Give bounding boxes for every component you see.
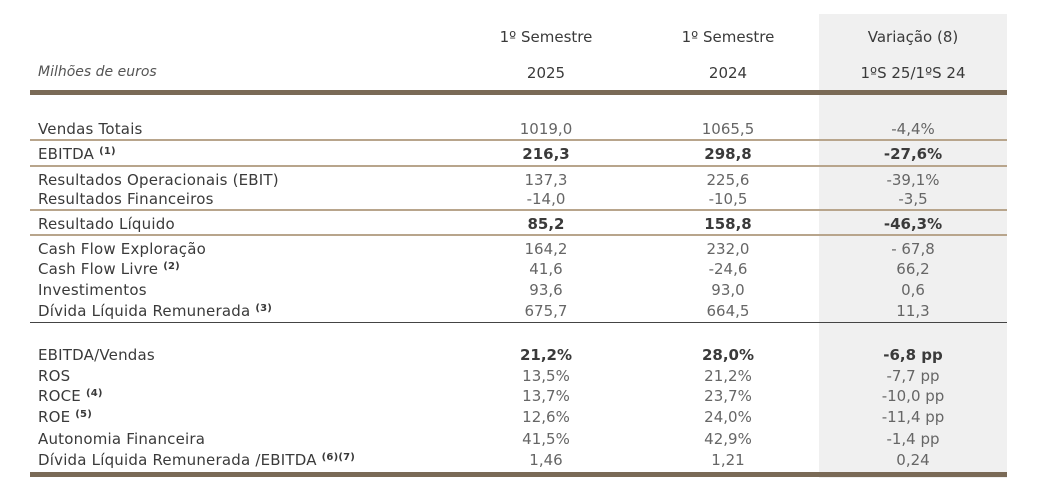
- section-divider: [30, 322, 1007, 323]
- value-2024: -10,5: [708, 190, 748, 208]
- value-2025: 1,46: [529, 451, 563, 469]
- row-label: EBITDA/Vendas: [38, 346, 155, 364]
- value-2024: 664,5: [706, 302, 750, 320]
- table-bottom-border: [30, 472, 1007, 477]
- value-variation: -6,8 pp: [883, 346, 943, 364]
- value-variation: 0,6: [901, 281, 925, 299]
- table-row: Vendas Totais 1019,0 1065,5 -4,4%: [0, 119, 1043, 139]
- header-col1-year: 2025: [526, 64, 566, 82]
- value-2024: 21,2%: [704, 367, 752, 385]
- table-row: Investimentos 93,6 93,0 0,6: [0, 280, 1043, 300]
- value-2024: 24,0%: [704, 408, 752, 426]
- row-label: Investimentos: [38, 281, 147, 299]
- table-row: Dívida Líquida Remunerada (3) 675,7 664,…: [0, 301, 1043, 321]
- value-2025: 137,3: [524, 171, 568, 189]
- value-2024: 225,6: [706, 171, 750, 189]
- value-variation: 11,3: [896, 302, 930, 320]
- value-2024: 1,21: [711, 451, 745, 469]
- value-variation: -7,7 pp: [886, 367, 940, 385]
- value-2025: 13,7%: [522, 387, 570, 405]
- value-2025: 41,5%: [522, 430, 570, 448]
- row-label: Vendas Totais: [38, 120, 143, 138]
- row-label: Resultado Líquido: [38, 215, 175, 233]
- table-row: EBITDA/Vendas 21,2% 28,0% -6,8 pp: [0, 345, 1043, 365]
- row-label: ROS: [38, 367, 71, 385]
- value-variation: -3,5: [898, 190, 928, 208]
- row-label: ROE (5): [38, 408, 92, 426]
- value-variation: -46,3%: [883, 215, 943, 233]
- row-label: Resultados Operacionais (EBIT): [38, 171, 279, 189]
- row-label: Cash Flow Livre (2): [38, 260, 180, 278]
- table-row: ROS 13,5% 21,2% -7,7 pp: [0, 366, 1043, 386]
- units-label: Milhões de euros: [38, 64, 157, 80]
- table-row: Autonomia Financeira 41,5% 42,9% -1,4 pp: [0, 429, 1043, 449]
- value-variation: -27,6%: [883, 145, 943, 163]
- value-2024: 28,0%: [701, 346, 755, 364]
- row-divider: [30, 165, 1007, 167]
- value-2024: 232,0: [706, 240, 750, 258]
- table-row: EBITDA (1) 216,3 298,8 -27,6%: [0, 144, 1043, 164]
- row-label: Dívida Líquida Remunerada /EBITDA (6)(7): [38, 451, 356, 469]
- value-2025: 164,2: [524, 240, 568, 258]
- table-row: Resultados Financeiros -14,0 -10,5 -3,5: [0, 189, 1043, 209]
- value-variation: -39,1%: [886, 171, 940, 189]
- table-row: Dívida Líquida Remunerada /EBITDA (6)(7)…: [0, 450, 1043, 470]
- value-variation: 0,24: [896, 451, 930, 469]
- value-2024: -24,6: [708, 260, 748, 278]
- value-variation: -4,4%: [891, 120, 935, 138]
- header-col1-period: 1º Semestre: [499, 28, 593, 46]
- value-variation: -1,4 pp: [886, 430, 940, 448]
- value-2024: 42,9%: [704, 430, 752, 448]
- value-2025: 1019,0: [519, 120, 573, 138]
- row-label: Cash Flow Exploração: [38, 240, 206, 258]
- row-divider: [30, 139, 1007, 141]
- value-variation: -10,0 pp: [881, 387, 945, 405]
- table-row: ROCE (4) 13,7% 23,7% -10,0 pp: [0, 386, 1043, 406]
- table-row: Cash Flow Exploração 164,2 232,0 - 67,8: [0, 239, 1043, 259]
- table-row: Resultados Operacionais (EBIT) 137,3 225…: [0, 170, 1043, 190]
- row-label: Resultados Financeiros: [38, 190, 214, 208]
- value-2025: 216,3: [522, 145, 570, 163]
- value-2024: 158,8: [704, 215, 752, 233]
- table-row: Cash Flow Livre (2) 41,6 -24,6 66,2: [0, 259, 1043, 279]
- header-col2-year: 2024: [708, 64, 748, 82]
- value-2024: 298,8: [704, 145, 752, 163]
- row-divider: [30, 209, 1007, 211]
- value-2025: 41,6: [529, 260, 563, 278]
- value-2025: 13,5%: [522, 367, 570, 385]
- value-2025: 93,6: [529, 281, 563, 299]
- value-2024: 23,7%: [704, 387, 752, 405]
- value-2025: 85,2: [527, 215, 565, 233]
- row-label: EBITDA (1): [38, 145, 116, 163]
- header-col3-comparison: 1ºS 25/1ºS 24: [860, 64, 966, 82]
- value-2024: 93,0: [711, 281, 745, 299]
- row-label: ROCE (4): [38, 387, 103, 405]
- row-label: Dívida Líquida Remunerada (3): [38, 302, 273, 320]
- table-row: ROE (5) 12,6% 24,0% -11,4 pp: [0, 407, 1043, 427]
- header-divider: [30, 90, 1007, 95]
- value-2024: 1065,5: [701, 120, 755, 138]
- value-2025: 21,2%: [519, 346, 573, 364]
- value-2025: 675,7: [524, 302, 568, 320]
- value-variation: - 67,8: [891, 240, 935, 258]
- row-divider: [30, 234, 1007, 236]
- table-row: Resultado Líquido 85,2 158,8 -46,3%: [0, 214, 1043, 234]
- value-2025: 12,6%: [522, 408, 570, 426]
- value-2025: -14,0: [526, 190, 566, 208]
- row-label: Autonomia Financeira: [38, 430, 206, 448]
- value-variation: 66,2: [896, 260, 930, 278]
- value-variation: -11,4 pp: [881, 408, 945, 426]
- header-col3-variation: Variação (8): [867, 28, 959, 46]
- header-col2-period: 1º Semestre: [681, 28, 775, 46]
